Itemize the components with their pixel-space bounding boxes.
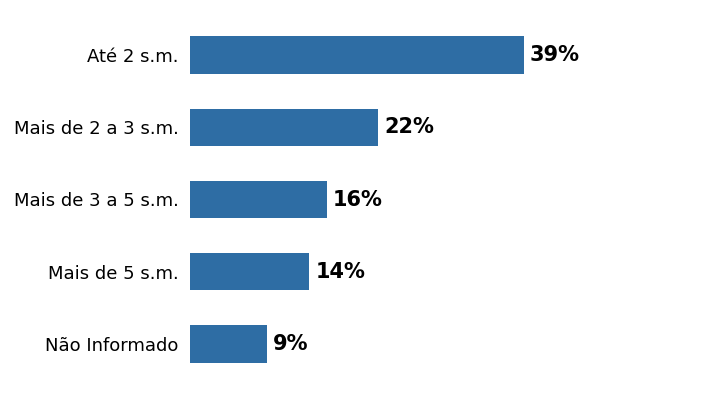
Text: 39%: 39% <box>529 45 580 65</box>
Bar <box>190 109 378 146</box>
Bar <box>190 253 310 290</box>
Text: 14%: 14% <box>315 262 365 282</box>
Bar <box>190 36 524 74</box>
Text: 22%: 22% <box>384 117 434 137</box>
Text: 9%: 9% <box>272 334 308 354</box>
Text: 16%: 16% <box>333 190 383 209</box>
Bar <box>190 181 326 218</box>
Bar <box>190 325 267 363</box>
